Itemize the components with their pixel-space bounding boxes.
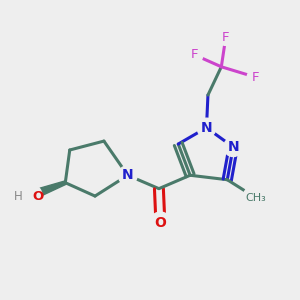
Text: H: H xyxy=(14,190,22,202)
Text: F: F xyxy=(252,71,259,84)
Circle shape xyxy=(197,118,216,137)
Text: F: F xyxy=(191,48,198,62)
Circle shape xyxy=(150,212,171,233)
Circle shape xyxy=(218,29,234,45)
Circle shape xyxy=(186,46,203,63)
Polygon shape xyxy=(28,181,66,200)
Circle shape xyxy=(224,137,243,157)
Text: F: F xyxy=(222,31,230,44)
Text: N: N xyxy=(122,168,134,182)
Circle shape xyxy=(17,184,42,208)
Circle shape xyxy=(118,166,137,185)
Text: CH₃: CH₃ xyxy=(245,193,266,202)
Text: N: N xyxy=(227,140,239,154)
Text: O: O xyxy=(33,190,44,202)
Circle shape xyxy=(243,185,268,210)
Circle shape xyxy=(247,69,264,85)
Text: N: N xyxy=(201,121,212,135)
Text: O: O xyxy=(154,216,166,230)
